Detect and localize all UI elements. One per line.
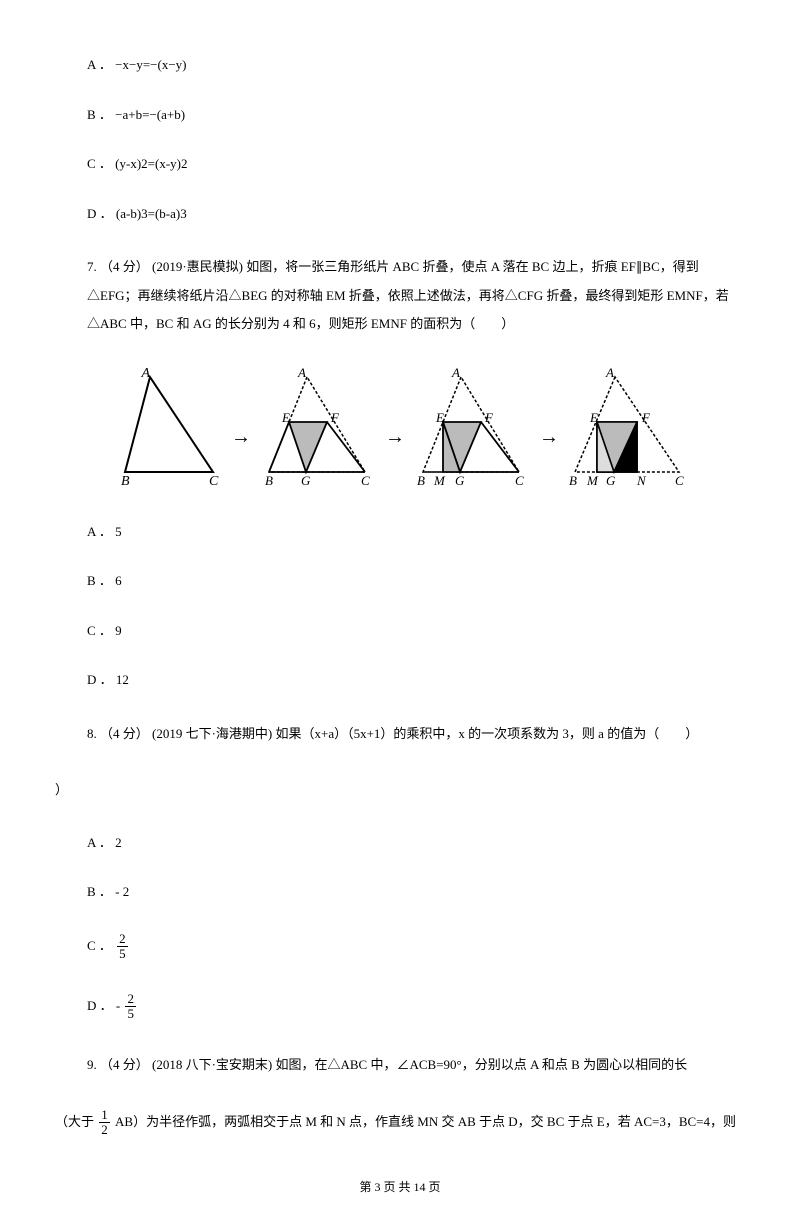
q8-option-c: C ． 25 — [55, 932, 745, 962]
q7-figure-row: A B C → A E F B G C → A E F B M G C → — [55, 367, 745, 487]
svg-text:A: A — [297, 367, 306, 380]
svg-text:A: A — [605, 367, 614, 380]
q7-fig-1: A B C — [115, 367, 223, 487]
arrow-icon: → — [385, 422, 405, 452]
svg-text:B: B — [569, 473, 577, 487]
svg-text:F: F — [330, 410, 340, 425]
numerator: 2 — [117, 932, 128, 947]
q7-fig-3: A E F B M G C — [413, 367, 531, 487]
svg-text:G: G — [301, 473, 311, 487]
q8-option-b: B ． - 2 — [55, 882, 745, 902]
svg-text:G: G — [455, 473, 465, 487]
svg-text:B: B — [417, 473, 425, 487]
q8-option-a: A ． 2 — [55, 833, 745, 853]
svg-text:A: A — [140, 367, 150, 381]
q6-option-b: B ． −a+b=−(a+b) — [55, 105, 745, 125]
q7-option-c: C ． 9 — [55, 621, 745, 641]
numerator: 2 — [125, 992, 136, 1007]
fraction: 12 — [99, 1108, 110, 1138]
q8-option-d: D ． - 25 — [55, 992, 745, 1022]
arrow-icon: → — [539, 422, 559, 452]
q7-option-d: D ． 12 — [55, 670, 745, 690]
q8-cont: ） — [55, 776, 745, 805]
q9-part2-suffix: AB）为半径作弧，两弧相交于点 M 和 N 点，作直线 MN 交 AB 于点 D… — [112, 1114, 736, 1129]
q6-option-c: C ． (y-x)2=(x-y)2 — [55, 154, 745, 174]
svg-text:E: E — [281, 410, 290, 425]
q7-stem: 7. （4 分） (2019·惠民模拟) 如图，将一张三角形纸片 ABC 折叠，… — [55, 253, 745, 339]
svg-text:C: C — [361, 473, 370, 487]
svg-text:E: E — [589, 410, 598, 425]
denominator: 5 — [117, 947, 128, 961]
page-footer: 第 3 页 共 14 页 — [55, 1178, 745, 1196]
q8-stem: 8. （4 分） (2019 七下·海港期中) 如果（x+a）（5x+1）的乘积… — [55, 720, 745, 749]
svg-text:M: M — [433, 473, 446, 487]
denominator: 5 — [125, 1007, 136, 1021]
svg-text:M: M — [586, 473, 599, 487]
q6-option-d: D ． (a-b)3=(b-a)3 — [55, 204, 745, 224]
q7-option-a: A ． 5 — [55, 522, 745, 542]
svg-text:N: N — [636, 473, 647, 487]
q9-part2-prefix: （大于 — [55, 1114, 97, 1129]
svg-text:C: C — [209, 474, 219, 487]
svg-text:F: F — [641, 410, 651, 425]
svg-text:A: A — [451, 367, 460, 380]
numerator: 1 — [99, 1108, 110, 1123]
svg-text:C: C — [515, 473, 524, 487]
q6-option-a: A ． −x−y=−(x−y) — [55, 55, 745, 75]
arrow-icon: → — [231, 422, 251, 452]
fraction: 25 — [125, 992, 136, 1022]
q7-fig-4: A E F B M G N C — [567, 367, 695, 487]
svg-text:F: F — [484, 410, 494, 425]
q7-fig-2: A E F B G C — [259, 367, 377, 487]
svg-text:B: B — [265, 473, 273, 487]
q9-stem-line1: 9. （4 分） (2018 八下·宝安期末) 如图，在△ABC 中，∠ACB=… — [55, 1051, 745, 1080]
fraction: 25 — [117, 932, 128, 962]
svg-text:C: C — [675, 473, 684, 487]
q9-stem-line2: （大于 12 AB）为半径作弧，两弧相交于点 M 和 N 点，作直线 MN 交 … — [55, 1108, 745, 1138]
svg-text:B: B — [121, 474, 130, 487]
svg-text:E: E — [435, 410, 444, 425]
q8-optd-prefix: D ． - — [87, 997, 123, 1012]
q8-optc-prefix: C ． — [87, 938, 115, 953]
q7-option-b: B ． 6 — [55, 571, 745, 591]
denominator: 2 — [99, 1123, 110, 1137]
svg-text:G: G — [606, 473, 616, 487]
